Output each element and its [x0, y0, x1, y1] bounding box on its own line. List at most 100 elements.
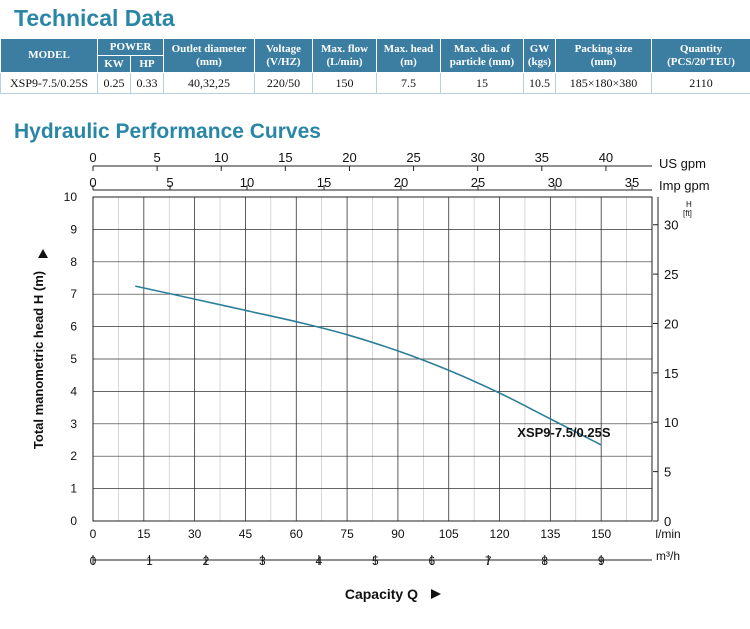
x-tick-label-us-gpm: 25 — [406, 150, 420, 165]
x-tick-label-lmin: 120 — [490, 527, 510, 541]
header-packing: Packing size (mm) — [555, 38, 652, 73]
x-tick-label-lmin: 150 — [591, 527, 611, 541]
y-tick-label-m: 7 — [70, 287, 77, 301]
y-tick-label-ft: 0 — [664, 514, 671, 529]
cell-voltage: 220/50 — [254, 72, 313, 94]
y-tick-label-m: 10 — [64, 190, 78, 204]
header-model: MODEL — [0, 38, 98, 73]
y-tick-label-m: 3 — [70, 417, 77, 431]
x-tick-label-m3h: 1 — [146, 554, 153, 568]
x-tick-label-imp-gpm: 0 — [89, 175, 96, 190]
x-tick-label-m3h: 5 — [372, 554, 379, 568]
x-tick-label-imp-gpm: 20 — [394, 175, 408, 190]
x-tick-label-lmin: 135 — [540, 527, 560, 541]
grid-major — [93, 197, 652, 521]
cell-quantity: 2110 — [651, 72, 750, 94]
y-tick-label-m: 4 — [70, 384, 77, 398]
cell-gw: 10.5 — [523, 72, 556, 94]
x-unit-lmin: l/min — [655, 527, 680, 541]
x-axis-arrow-icon — [431, 589, 441, 599]
header-quantity: Quantity (PCS/20'TEU) — [651, 38, 750, 73]
table-row: XSP9-7.5/0.25S 0.25 0.33 40,32,25 220/50… — [0, 72, 750, 94]
cell-model: XSP9-7.5/0.25S — [0, 72, 98, 94]
x-unit-imp-gpm: Imp gpm — [659, 178, 710, 193]
y-tick-label-m: 2 — [70, 449, 77, 463]
cell-particle: 15 — [440, 72, 524, 94]
header-voltage: Voltage (V/HZ) — [254, 38, 313, 73]
y-tick-label-m: 9 — [70, 222, 77, 236]
x-tick-label-lmin: 90 — [391, 527, 405, 541]
x-tick-label-imp-gpm: 35 — [625, 175, 639, 190]
x-tick-label-m3h: 7 — [485, 554, 492, 568]
x-tick-label-imp-gpm: 5 — [166, 175, 173, 190]
x-tick-label-imp-gpm: 10 — [240, 175, 254, 190]
x-axis-title: Capacity Q — [345, 586, 418, 602]
x-tick-label-imp-gpm: 30 — [548, 175, 562, 190]
header-kw: KW — [97, 55, 131, 73]
cell-outlet: 40,32,25 — [163, 72, 255, 94]
x-tick-label-lmin: 30 — [188, 527, 202, 541]
x-tick-label-us-gpm: 5 — [153, 150, 160, 165]
x-tick-label-lmin: 60 — [290, 527, 304, 541]
y-tick-label-ft: 30 — [664, 218, 678, 233]
cell-max-flow: 150 — [312, 72, 377, 94]
x-tick-label-lmin: 45 — [239, 527, 253, 541]
series-label: XSP9-7.5/0.25S — [517, 425, 611, 440]
x-tick-label-lmin: 15 — [137, 527, 151, 541]
x-tick-label-us-gpm: 0 — [89, 150, 96, 165]
cell-max-head: 7.5 — [376, 72, 441, 94]
technical-data-title: Technical Data — [14, 5, 175, 31]
y-tick-label-ft: 15 — [664, 366, 678, 381]
cell-hp: 0.33 — [130, 72, 164, 94]
y-tick-label-m: 5 — [70, 352, 77, 366]
y-tick-label-m: 6 — [70, 320, 77, 334]
series-line — [135, 285, 602, 446]
x-tick-label-m3h: 8 — [541, 554, 548, 568]
y-tick-label-m: 0 — [70, 514, 77, 528]
x-unit-us-gpm: US gpm — [659, 156, 706, 171]
x-tick-label-us-gpm: 35 — [535, 150, 549, 165]
y-axis-arrow-icon — [38, 249, 48, 258]
x-tick-label-us-gpm: 15 — [278, 150, 292, 165]
header-outlet: Outlet diameter (mm) — [163, 38, 255, 73]
y-tick-label-m: 1 — [70, 482, 77, 496]
x-tick-label-imp-gpm: 15 — [317, 175, 331, 190]
x-unit-m3h: m³/h — [656, 549, 680, 563]
x-tick-label-lmin: 105 — [439, 527, 459, 541]
y-tick-label-ft: 10 — [664, 415, 678, 430]
technical-data-table: MODEL POWER Outlet diameter (mm) Voltage(… — [0, 38, 750, 94]
y-tick-label-ft: 20 — [664, 316, 678, 331]
header-max-head: Max. head (m) — [376, 38, 441, 73]
header-particle: Max. dia. of particle (mm) — [440, 38, 524, 73]
chart-series: XSP9-7.5/0.25S — [135, 285, 611, 446]
x-tick-label-us-gpm: 10 — [214, 150, 228, 165]
performance-curves-title: Hydraulic Performance Curves — [14, 120, 321, 143]
x-tick-label-us-gpm: 30 — [470, 150, 484, 165]
y-unit-ft: [ft] — [683, 209, 692, 218]
x-tick-label-m3h: 6 — [428, 554, 435, 568]
x-tick-label-lmin: 75 — [340, 527, 354, 541]
header-max-flow: Max. flow (L/min) — [312, 38, 377, 73]
y-unit-ft-h: H — [686, 200, 692, 209]
x-tick-label-imp-gpm: 25 — [471, 175, 485, 190]
x-tick-label-m3h: 3 — [259, 554, 266, 568]
header-power: POWER — [97, 38, 164, 56]
x-tick-label-m3h: 0 — [90, 554, 97, 568]
y-tick-label-ft: 25 — [664, 267, 678, 282]
x-tick-label-lmin: 0 — [90, 527, 97, 541]
x-tick-label-m3h: 2 — [203, 554, 210, 568]
cell-kw: 0.25 — [97, 72, 131, 94]
header-hp: HP — [130, 55, 164, 73]
x-tick-label-us-gpm: 20 — [342, 150, 356, 165]
header-gw: GW (kgs) — [523, 38, 556, 73]
plot-frame — [92, 196, 653, 522]
y-tick-label-m: 8 — [70, 255, 77, 269]
y-tick-label-ft: 5 — [664, 465, 671, 480]
x-tick-label-us-gpm: 40 — [599, 150, 613, 165]
x-tick-label-m3h: 9 — [598, 554, 605, 568]
cell-packing: 185×180×380 — [555, 72, 652, 94]
y-axis-title: Total manometric head H (m) — [31, 271, 46, 449]
x-tick-label-m3h: 4 — [316, 554, 323, 568]
